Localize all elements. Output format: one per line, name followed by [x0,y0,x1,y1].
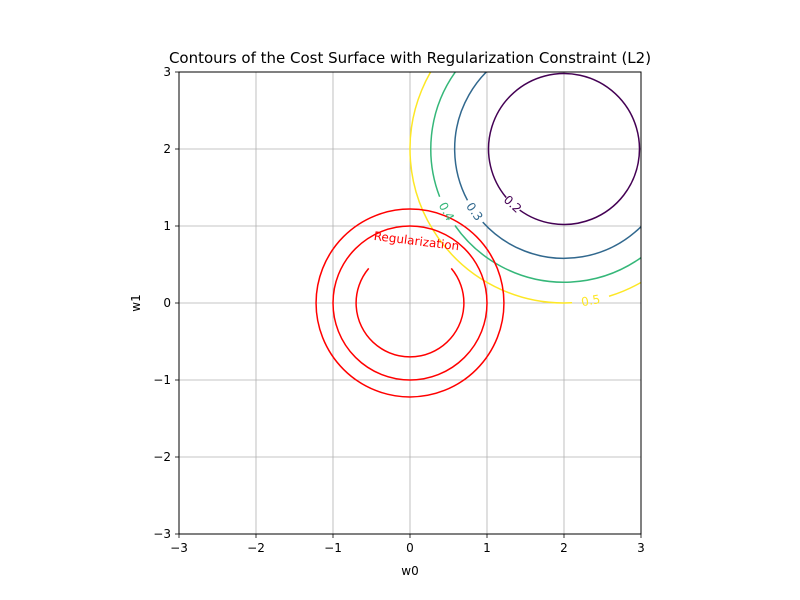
x-tick-label: −3 [170,541,188,555]
x-tick-label: 3 [637,541,645,555]
cost-contour-label: 0.5 [580,292,601,309]
x-tick-label: 0 [406,541,414,555]
y-tick-label: 3 [163,65,171,79]
y-tick-label: −1 [153,373,171,387]
y-tick-label: 0 [163,296,171,310]
y-tick-label: −3 [153,527,171,541]
regularization-contour-line [315,208,505,398]
x-tick-label: −1 [324,541,342,555]
y-tick-label: 2 [163,142,171,156]
y-axis-label: w1 [129,294,143,311]
regularization-contour-line [355,267,465,358]
regularization-contour-line [332,225,488,381]
x-tick-label: −2 [247,541,265,555]
cost-contour-line [453,72,641,260]
x-tick-label: 2 [560,541,568,555]
cost-contour-line [430,72,641,283]
y-tick-label: 1 [163,219,171,233]
x-tick-label: 1 [483,541,491,555]
contours [315,72,641,398]
cost-contour-line [487,72,641,226]
cost-contour-line [409,72,641,304]
ticks: −3 −2 −1 0 1 2 3 −3 −2 −1 0 1 2 3 [153,65,645,555]
chart-title: Contours of the Cost Surface with Regula… [169,49,651,67]
x-axis-label: w0 [401,564,418,578]
y-tick-label: −2 [153,450,171,464]
